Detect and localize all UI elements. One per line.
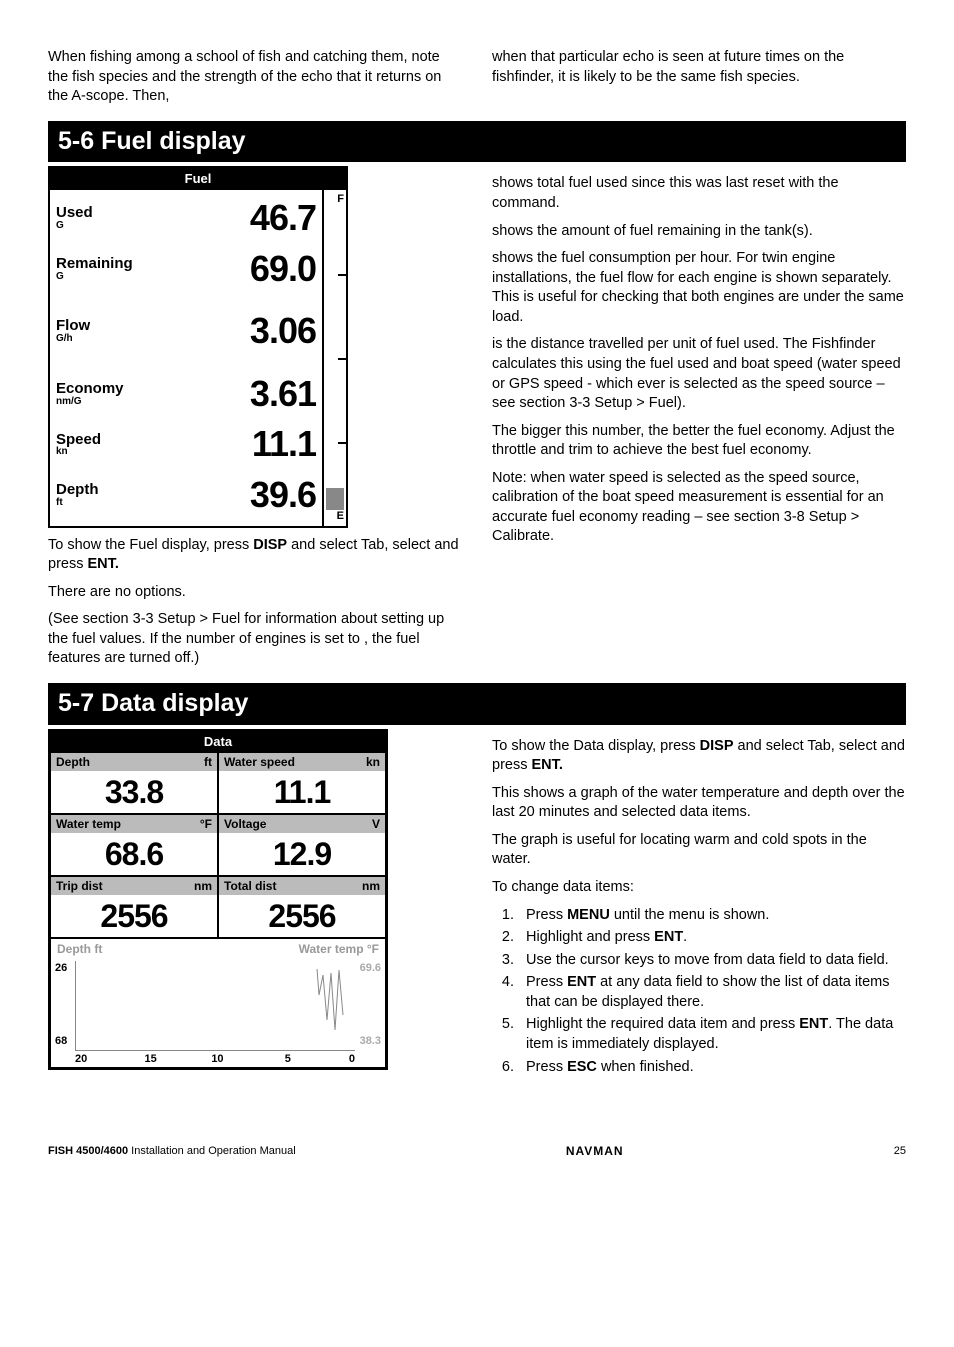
- graph-left-label: Depth ft: [57, 941, 102, 957]
- data-cell-label: Water temp: [56, 816, 121, 832]
- data-cell: Water speed kn11.1: [218, 752, 386, 814]
- fuel-row-unit: nm/G: [56, 397, 124, 408]
- section-5-6-heading: 5-6 Fuel display: [48, 121, 906, 163]
- fuel-row: Depthft 39.6: [56, 471, 316, 520]
- step-item: Press ENT at any data field to show the …: [518, 973, 906, 1012]
- fuel-lcd-title: Fuel: [50, 168, 346, 190]
- footer-brand: NAVMAN: [566, 1143, 624, 1159]
- step-item: Press ESC when finished.: [518, 1058, 906, 1078]
- data-cell-unit: ft: [204, 754, 212, 770]
- data-cell-label: Voltage: [224, 816, 266, 832]
- intro-right: when that particular echo is seen at fut…: [492, 48, 906, 87]
- data-cell-unit: V: [372, 816, 380, 832]
- data-cell-label: Water speed: [224, 754, 295, 770]
- data-cell: Depth ft33.8: [50, 752, 218, 814]
- data-cell-value: 33.8: [56, 771, 212, 814]
- fuel-right-p1: shows total fuel used since this was las…: [492, 174, 906, 213]
- fuel-row-label: Used: [56, 205, 93, 221]
- data-right-p3: The graph is useful for locating warm an…: [492, 831, 906, 870]
- step-item: Highlight and press ENT.: [518, 928, 906, 948]
- intro-left: When fishing among a school of fish and …: [48, 48, 462, 107]
- data-right-p4: To change data items:: [492, 878, 906, 898]
- footer-left: FISH 4500/4600 Installation and Operatio…: [48, 1144, 296, 1159]
- fuel-row-value: 3.61: [250, 370, 316, 419]
- fuel-row-unit: kn: [56, 447, 101, 458]
- data-cell-unit: nm: [194, 878, 212, 894]
- fuel-gauge-bar: F E: [322, 190, 346, 526]
- step-item: Use the cursor keys to move from data fi…: [518, 951, 906, 971]
- graph-x-0: 0: [349, 1052, 355, 1067]
- fuel-row: UsedG 46.7: [56, 194, 316, 243]
- data-cell-value: 68.6: [56, 833, 212, 876]
- fuel-row-unit: G: [56, 221, 93, 232]
- page-footer: FISH 4500/4600 Installation and Operatio…: [48, 1143, 906, 1159]
- fuel-bar-f: F: [337, 192, 344, 207]
- graph-yr-bot: 38.3: [360, 1034, 381, 1049]
- data-cell-value: 12.9: [224, 833, 380, 876]
- data-cell-value: 2556: [56, 895, 212, 938]
- fuel-row-label: Economy: [56, 381, 124, 397]
- fuel-left-p3: (See section 3-3 Setup > Fuel for inform…: [48, 610, 462, 669]
- fuel-right-p2: shows the amount of fuel remaining in th…: [492, 222, 906, 242]
- data-lcd-panel: Data Depthft33.8Water speedkn11.1Water t…: [48, 729, 388, 1071]
- fuel-row-value: 39.6: [250, 471, 316, 520]
- data-right-p1: To show the Data display, press DISP and…: [492, 737, 906, 776]
- fuel-row: Economynm/G 3.61: [56, 370, 316, 419]
- fuel-row-unit: G: [56, 272, 133, 283]
- graph-y-68: 68: [55, 1034, 67, 1049]
- graph-x-15: 15: [145, 1052, 157, 1067]
- graph-x-20: 20: [75, 1052, 87, 1067]
- fuel-right-p6: Note: when water speed is selected as th…: [492, 469, 906, 547]
- fuel-row-value: 46.7: [250, 194, 316, 243]
- fuel-row-unit: ft: [56, 498, 99, 509]
- data-cell: Total dist nm2556: [218, 876, 386, 938]
- fuel-right-p4: is the distance travelled per unit of fu…: [492, 335, 906, 413]
- fuel-right-p3: shows the fuel consumption per hour. For…: [492, 249, 906, 327]
- fuel-row-unit: G/h: [56, 334, 90, 345]
- fuel-row: FlowG/h 3.06: [56, 307, 316, 356]
- graph-sparkline: [315, 965, 345, 1035]
- data-cell-label: Trip dist: [56, 878, 103, 894]
- graph-x-5: 5: [285, 1052, 291, 1067]
- data-lcd-title: Data: [50, 731, 386, 753]
- data-cell: Water temp °F68.6: [50, 814, 218, 876]
- data-cell: Trip dist nm2556: [50, 876, 218, 938]
- step-item: Press MENU until the menu is shown.: [518, 906, 906, 926]
- fuel-left-p2: There are no options.: [48, 583, 462, 603]
- fuel-row-label: Depth: [56, 482, 99, 498]
- fuel-row-label: Flow: [56, 318, 90, 334]
- graph-y-26: 26: [55, 961, 67, 976]
- fuel-row-value: 69.0: [250, 245, 316, 294]
- data-cell-label: Depth: [56, 754, 90, 770]
- data-graph: Depth ft Water temp °F 26 68 69.6 38.3 2…: [50, 938, 386, 1068]
- data-steps-list: Press MENU until the menu is shown.Highl…: [492, 906, 906, 1078]
- data-cell-value: 2556: [224, 895, 380, 938]
- fuel-row-label: Remaining: [56, 256, 133, 272]
- graph-x-10: 10: [211, 1052, 223, 1067]
- footer-page: 25: [894, 1144, 906, 1159]
- graph-yr-top: 69.6: [360, 961, 381, 976]
- data-cell-unit: kn: [366, 754, 380, 770]
- data-right-p2: This shows a graph of the water temperat…: [492, 784, 906, 823]
- fuel-row-label: Speed: [56, 432, 101, 448]
- fuel-bar-e: E: [337, 509, 344, 524]
- fuel-row: Speedkn 11.1: [56, 420, 316, 469]
- data-cell-label: Total dist: [224, 878, 276, 894]
- section-5-7-heading: 5-7 Data display: [48, 683, 906, 725]
- fuel-lcd-panel: Fuel UsedG46.7RemainingG69.0FlowG/h3.06E…: [48, 166, 348, 527]
- fuel-row-value: 11.1: [252, 420, 316, 469]
- fuel-row: RemainingG 69.0: [56, 245, 316, 294]
- data-cell: Voltage V12.9: [218, 814, 386, 876]
- data-cell-unit: °F: [200, 816, 212, 832]
- fuel-row-value: 3.06: [250, 307, 316, 356]
- data-cell-value: 11.1: [224, 771, 380, 814]
- fuel-right-p5: The bigger this number, the better the f…: [492, 422, 906, 461]
- step-item: Highlight the required data item and pre…: [518, 1015, 906, 1054]
- data-cell-unit: nm: [362, 878, 380, 894]
- graph-right-label: Water temp °F: [299, 941, 379, 957]
- fuel-left-p1: To show the Fuel display, press DISP and…: [48, 536, 462, 575]
